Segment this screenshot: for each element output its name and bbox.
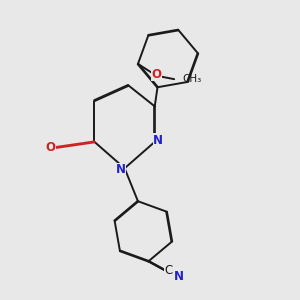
- Text: O: O: [152, 68, 162, 81]
- Text: N: N: [174, 271, 184, 284]
- Text: O: O: [46, 141, 56, 154]
- Text: N: N: [153, 134, 163, 147]
- Text: CH₃: CH₃: [183, 74, 202, 84]
- Text: C: C: [165, 264, 173, 277]
- Text: N: N: [116, 164, 126, 176]
